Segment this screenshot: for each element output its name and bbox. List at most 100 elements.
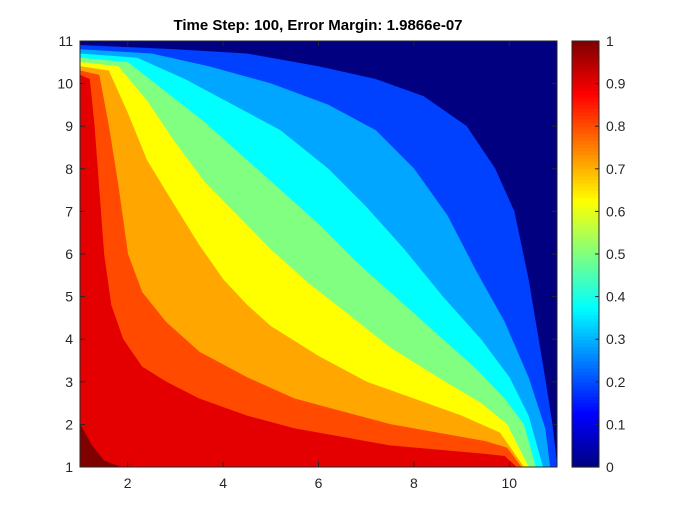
colorbar-segment-86 <box>572 158 599 163</box>
colorbar-segment-112 <box>572 65 599 70</box>
colorbar-segment-66 <box>572 229 599 234</box>
x-tick-label-0: 2 <box>124 475 132 491</box>
colorbar-segment-104 <box>572 94 599 99</box>
plot-area <box>80 41 557 467</box>
colorbar-segment-98 <box>572 115 599 120</box>
colorbar-segment-7 <box>572 438 599 443</box>
colorbar-segment-59 <box>572 254 599 259</box>
colorbar-segment-27 <box>572 367 599 372</box>
colorbar-segment-117 <box>572 48 599 53</box>
colorbar-segment-108 <box>572 80 599 85</box>
y-tick-label-3: 4 <box>65 331 73 347</box>
chart-title: Time Step: 100, Error Margin: 1.9866e-07 <box>173 17 462 34</box>
colorbar-segment-80 <box>572 179 599 184</box>
colorbar-segment-82 <box>572 172 599 177</box>
colorbar-segment-68 <box>572 222 599 227</box>
colorbar-segment-47 <box>572 296 599 301</box>
colorbar-segment-102 <box>572 101 599 106</box>
colorbar-segment-51 <box>572 282 599 287</box>
colorbar-segment-99 <box>572 112 599 117</box>
colorbar-tick-label-4: 0.4 <box>606 289 626 305</box>
contour-band-7 <box>80 70 522 467</box>
colorbar-segment-14 <box>572 413 599 418</box>
colorbar-segment-75 <box>572 197 599 202</box>
colorbar-segment-76 <box>572 193 599 198</box>
colorbar-segment-15 <box>572 410 599 415</box>
colorbar-segment-46 <box>572 300 599 305</box>
colorbar-segment-26 <box>572 371 599 376</box>
colorbar-segment-96 <box>572 122 599 127</box>
colorbar-tick-label-3: 0.3 <box>606 331 626 347</box>
colorbar-segment-79 <box>572 183 599 188</box>
colorbar-segment-32 <box>572 349 599 354</box>
colorbar-segment-54 <box>572 271 599 276</box>
colorbar-tick-label-7: 0.7 <box>606 161 626 177</box>
colorbar-segment-107 <box>572 83 599 88</box>
colorbar-segment-3 <box>572 452 599 457</box>
colorbar-segment-90 <box>572 143 599 149</box>
contour-band-8 <box>80 74 517 467</box>
colorbar-segment-85 <box>572 161 599 166</box>
colorbar-segment-81 <box>572 175 599 181</box>
colorbar-tick-label-0: 0 <box>606 459 614 475</box>
y-tick-label-8: 9 <box>65 118 73 134</box>
colorbar-segment-70 <box>572 214 599 220</box>
colorbar-segment-94 <box>572 129 599 134</box>
colorbar-segment-91 <box>572 140 599 145</box>
colorbar-segment-116 <box>572 51 599 56</box>
colorbar-segment-60 <box>572 250 599 255</box>
colorbar-segment-64 <box>572 236 599 241</box>
x-tick-label-3: 8 <box>410 475 418 491</box>
y-tick-label-1: 2 <box>65 416 73 432</box>
colorbar-segment-55 <box>572 268 599 273</box>
colorbar-segment-115 <box>572 55 599 60</box>
colorbar-segment-10 <box>572 427 599 433</box>
colorbar-segment-111 <box>572 69 599 74</box>
y-tick-label-6: 7 <box>65 203 73 219</box>
colorbar-segment-1 <box>572 459 599 465</box>
colorbar-segment-29 <box>572 360 599 365</box>
colorbar-segment-109 <box>572 76 599 81</box>
colorbar-segment-53 <box>572 275 599 280</box>
contour-band-9 <box>80 423 121 467</box>
colorbar-segment-38 <box>572 328 599 333</box>
colorbar-segment-20 <box>572 392 599 397</box>
y-tick-label-4: 5 <box>65 289 73 305</box>
x-axis: 2 4 6 8 10 <box>124 41 517 491</box>
colorbar-segment-23 <box>572 381 599 386</box>
colorbar-segment-58 <box>572 257 599 262</box>
y-tick-label-5: 6 <box>65 246 73 262</box>
colorbar-segment-35 <box>572 339 599 344</box>
colorbar-segment-30 <box>572 356 599 362</box>
x-tick-label-1: 4 <box>219 475 227 491</box>
colorbar-segment-31 <box>572 353 599 358</box>
colorbar-segment-41 <box>572 317 599 323</box>
colorbar-segment-11 <box>572 424 599 429</box>
colorbar-segment-0 <box>572 463 599 468</box>
colorbar-segment-39 <box>572 325 599 330</box>
colorbar-segment-13 <box>572 417 599 422</box>
colorbar-tick-label-8: 0.8 <box>606 118 626 134</box>
colorbar-segment-34 <box>572 342 599 347</box>
colorbar-segment-40 <box>572 321 599 326</box>
colorbar-segment-25 <box>572 374 599 379</box>
colorbar-segment-83 <box>572 168 599 173</box>
colorbar-segment-110 <box>572 72 599 78</box>
colorbar-segment-45 <box>572 303 599 308</box>
colorbar-segment-42 <box>572 314 599 319</box>
colorbar-segment-56 <box>572 264 599 269</box>
colorbar-segment-24 <box>572 378 599 383</box>
colorbar-segment-67 <box>572 225 599 230</box>
colorbar-tick-label-2: 0.2 <box>606 374 626 390</box>
colorbar-segment-119 <box>572 41 599 46</box>
y-tick-label-7: 8 <box>65 161 73 177</box>
colorbar-segment-78 <box>572 186 599 191</box>
colorbar-segment-71 <box>572 211 599 216</box>
colorbar-segment-69 <box>572 218 599 223</box>
colorbar-tick-label-5: 0.5 <box>606 246 626 262</box>
colorbar-segment-65 <box>572 232 599 237</box>
y-tick-label-9: 10 <box>57 76 73 92</box>
colorbar-segment-87 <box>572 154 599 159</box>
colorbar-segment-48 <box>572 293 599 298</box>
colorbar-segment-92 <box>572 136 599 141</box>
